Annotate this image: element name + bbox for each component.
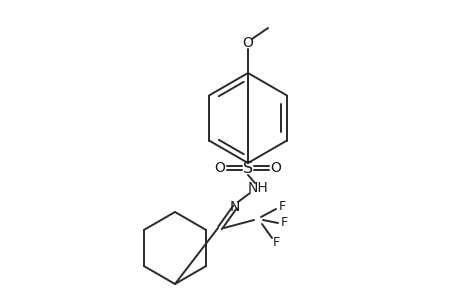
Text: F: F xyxy=(272,236,279,248)
Text: NH: NH xyxy=(247,181,268,195)
Text: N: N xyxy=(230,200,240,214)
Text: O: O xyxy=(214,161,225,175)
Text: S: S xyxy=(242,160,252,175)
Text: F: F xyxy=(278,200,285,214)
Text: O: O xyxy=(242,36,253,50)
Text: O: O xyxy=(270,161,281,175)
Text: F: F xyxy=(280,217,287,230)
